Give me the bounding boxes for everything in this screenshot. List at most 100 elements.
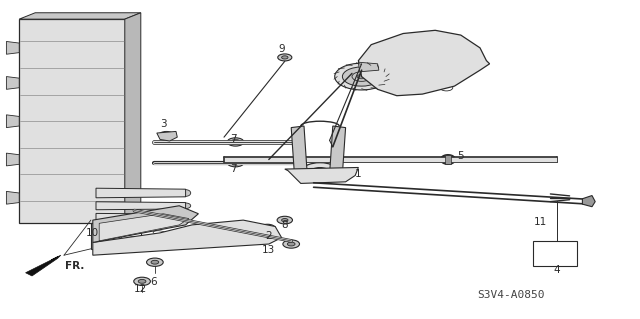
Circle shape (37, 207, 50, 214)
Circle shape (74, 73, 86, 80)
Circle shape (74, 51, 86, 57)
Text: 7: 7 (230, 164, 237, 174)
Circle shape (282, 56, 288, 59)
Polygon shape (125, 13, 141, 223)
Circle shape (106, 163, 118, 169)
Text: 7: 7 (230, 134, 237, 144)
Circle shape (74, 207, 86, 214)
Circle shape (32, 93, 55, 105)
Polygon shape (93, 206, 198, 242)
Circle shape (440, 85, 453, 91)
Circle shape (106, 51, 118, 57)
Polygon shape (99, 214, 189, 241)
Circle shape (100, 182, 124, 194)
Circle shape (282, 219, 288, 222)
Circle shape (37, 29, 50, 35)
Circle shape (68, 71, 92, 82)
Circle shape (74, 96, 86, 102)
Circle shape (74, 29, 86, 35)
Polygon shape (358, 30, 490, 96)
Circle shape (32, 138, 55, 149)
Circle shape (384, 48, 461, 86)
Circle shape (106, 73, 118, 80)
Circle shape (106, 118, 118, 124)
Polygon shape (6, 41, 19, 54)
Circle shape (159, 131, 174, 139)
Ellipse shape (153, 231, 167, 235)
Circle shape (458, 52, 470, 58)
Circle shape (32, 182, 55, 194)
Circle shape (37, 96, 50, 102)
Circle shape (100, 26, 124, 38)
Text: 9: 9 (278, 44, 285, 55)
Circle shape (392, 43, 405, 49)
Polygon shape (285, 167, 358, 183)
Circle shape (277, 216, 292, 224)
Circle shape (37, 51, 50, 57)
Circle shape (106, 96, 118, 102)
Ellipse shape (180, 203, 191, 209)
Text: S3V4-A0850: S3V4-A0850 (477, 290, 544, 300)
Text: 8: 8 (282, 220, 288, 230)
Polygon shape (358, 62, 379, 72)
Circle shape (283, 240, 300, 248)
Circle shape (227, 138, 244, 146)
Circle shape (100, 115, 124, 127)
Circle shape (147, 258, 163, 266)
Text: 1: 1 (355, 169, 362, 179)
Text: 13: 13 (262, 245, 275, 256)
Polygon shape (582, 196, 595, 207)
Polygon shape (224, 157, 557, 162)
Ellipse shape (185, 226, 199, 230)
Circle shape (100, 93, 124, 105)
Circle shape (32, 48, 55, 60)
Circle shape (106, 140, 118, 147)
Text: 12: 12 (134, 284, 147, 294)
Circle shape (37, 73, 50, 80)
Circle shape (68, 138, 92, 149)
Polygon shape (157, 131, 177, 141)
Text: FR.: FR. (65, 261, 84, 271)
Circle shape (415, 63, 430, 71)
Circle shape (374, 76, 387, 82)
Circle shape (138, 279, 146, 283)
Circle shape (151, 260, 159, 264)
Text: 5: 5 (458, 151, 464, 161)
Circle shape (406, 59, 438, 75)
Circle shape (32, 26, 55, 38)
Circle shape (232, 140, 239, 144)
Polygon shape (19, 19, 125, 223)
Polygon shape (6, 115, 19, 128)
Circle shape (32, 115, 55, 127)
Circle shape (68, 48, 92, 60)
Circle shape (37, 140, 50, 147)
Polygon shape (291, 126, 307, 174)
Circle shape (278, 54, 292, 61)
Ellipse shape (121, 236, 135, 240)
Circle shape (74, 118, 86, 124)
Polygon shape (6, 191, 19, 204)
Circle shape (264, 226, 271, 230)
Text: 10: 10 (86, 228, 99, 238)
Circle shape (32, 205, 55, 216)
Polygon shape (96, 213, 186, 220)
Ellipse shape (180, 189, 191, 196)
Polygon shape (445, 155, 451, 164)
Circle shape (68, 205, 92, 216)
Circle shape (74, 140, 86, 147)
Polygon shape (330, 126, 346, 174)
Polygon shape (6, 153, 19, 166)
Circle shape (100, 48, 124, 60)
Circle shape (37, 163, 50, 169)
Circle shape (342, 67, 381, 86)
Circle shape (310, 167, 330, 177)
Circle shape (68, 93, 92, 105)
Circle shape (287, 242, 295, 246)
Circle shape (74, 185, 86, 191)
Circle shape (100, 138, 124, 149)
Polygon shape (26, 255, 61, 276)
Circle shape (32, 71, 55, 82)
Polygon shape (93, 220, 282, 255)
Circle shape (68, 26, 92, 38)
Circle shape (106, 207, 118, 214)
